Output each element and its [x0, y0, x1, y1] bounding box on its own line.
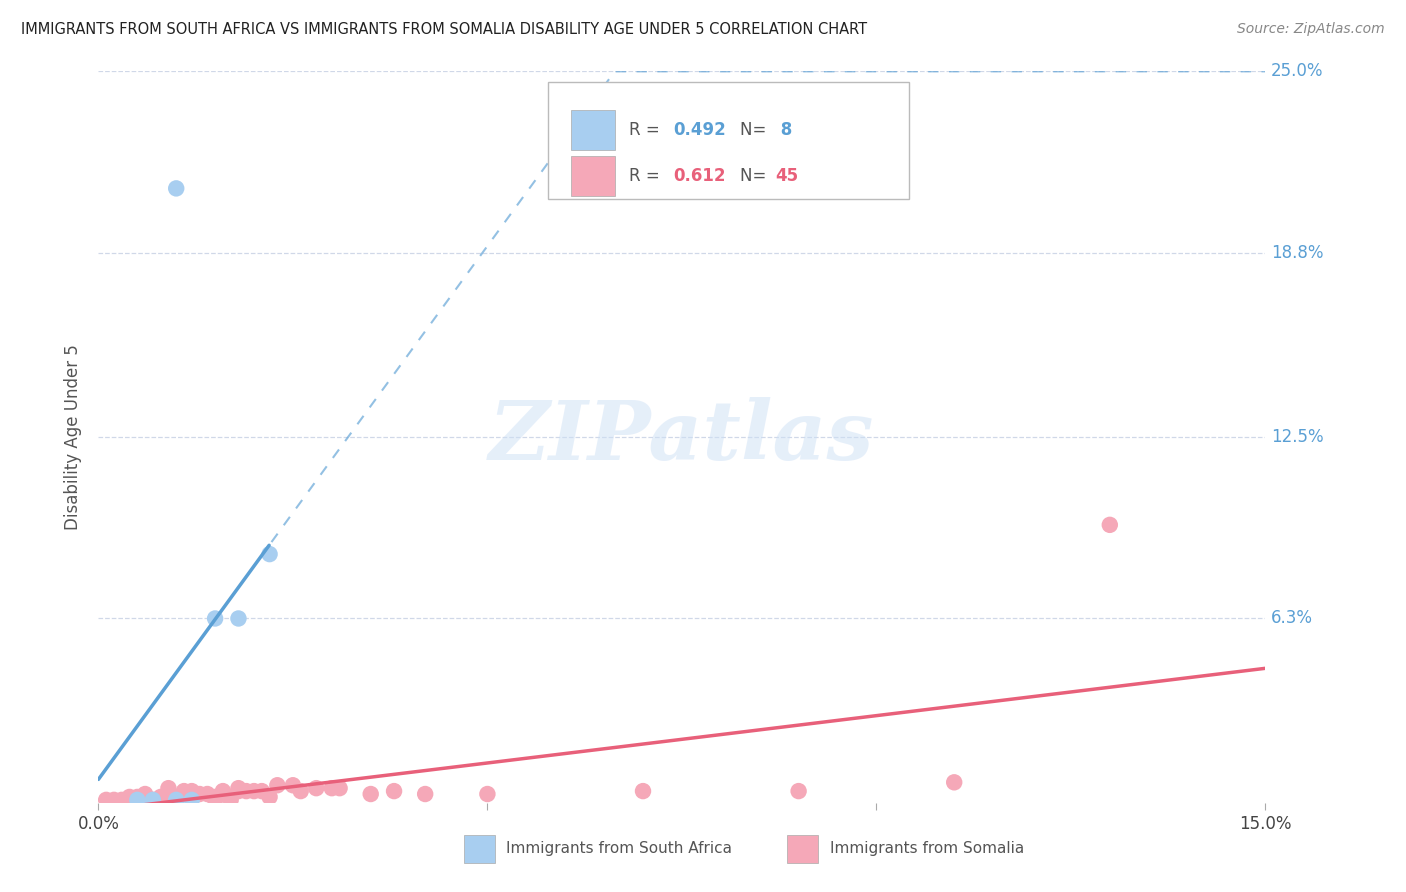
Text: 18.8%: 18.8%	[1271, 244, 1323, 261]
Point	[204, 793, 226, 807]
Point	[477, 787, 499, 801]
Point	[212, 784, 235, 798]
Point	[118, 793, 141, 807]
Point	[127, 793, 149, 807]
Point	[204, 789, 226, 804]
Point	[111, 793, 134, 807]
Point	[204, 611, 226, 625]
Point	[180, 789, 202, 804]
Point	[195, 787, 218, 801]
Point	[127, 789, 149, 804]
Point	[290, 784, 312, 798]
Point	[250, 784, 273, 798]
Point	[243, 784, 266, 798]
Point	[305, 781, 328, 796]
Point	[134, 789, 156, 804]
Point	[219, 793, 242, 807]
Point	[787, 784, 810, 798]
Point	[96, 793, 118, 807]
Point	[142, 793, 165, 807]
Point	[149, 789, 172, 804]
Point	[329, 781, 352, 796]
FancyBboxPatch shape	[571, 110, 616, 150]
Point	[943, 775, 966, 789]
Text: ZIPatlas: ZIPatlas	[489, 397, 875, 477]
Point	[266, 778, 288, 792]
Text: 45: 45	[775, 167, 799, 185]
Text: 12.5%: 12.5%	[1271, 428, 1324, 446]
Point	[127, 793, 149, 807]
Text: Immigrants from South Africa: Immigrants from South Africa	[506, 841, 733, 856]
Point	[228, 784, 250, 798]
Point	[382, 784, 405, 798]
Point	[631, 784, 654, 798]
Point	[259, 547, 281, 561]
Point	[259, 789, 281, 804]
Point	[321, 781, 343, 796]
Point	[118, 789, 141, 804]
Text: R =: R =	[630, 121, 665, 139]
Text: 0.612: 0.612	[673, 167, 727, 185]
FancyBboxPatch shape	[571, 156, 616, 196]
Point	[1098, 517, 1121, 532]
Point	[142, 793, 165, 807]
Point	[180, 793, 202, 807]
Point	[228, 611, 250, 625]
Text: N=: N=	[741, 167, 772, 185]
Point	[281, 778, 304, 792]
Text: R =: R =	[630, 167, 665, 185]
Point	[173, 784, 195, 798]
Point	[228, 781, 250, 796]
Text: 25.0%: 25.0%	[1271, 62, 1323, 80]
Point	[149, 793, 172, 807]
Point	[157, 787, 180, 801]
Y-axis label: Disability Age Under 5: Disability Age Under 5	[65, 344, 83, 530]
Text: 6.3%: 6.3%	[1271, 609, 1313, 627]
Text: Immigrants from Somalia: Immigrants from Somalia	[830, 841, 1024, 856]
Point	[165, 789, 187, 804]
Text: 8: 8	[775, 121, 793, 139]
Text: Source: ZipAtlas.com: Source: ZipAtlas.com	[1237, 22, 1385, 37]
Point	[188, 787, 211, 801]
Point	[165, 181, 187, 195]
Point	[413, 787, 436, 801]
Point	[103, 793, 125, 807]
Point	[165, 793, 187, 807]
Text: IMMIGRANTS FROM SOUTH AFRICA VS IMMIGRANTS FROM SOMALIA DISABILITY AGE UNDER 5 C: IMMIGRANTS FROM SOUTH AFRICA VS IMMIGRAN…	[21, 22, 868, 37]
Text: N=: N=	[741, 121, 772, 139]
Point	[180, 784, 202, 798]
Point	[165, 793, 187, 807]
Point	[157, 781, 180, 796]
Text: 0.492: 0.492	[673, 121, 727, 139]
FancyBboxPatch shape	[548, 82, 910, 200]
Point	[360, 787, 382, 801]
Point	[134, 787, 156, 801]
Point	[235, 784, 257, 798]
